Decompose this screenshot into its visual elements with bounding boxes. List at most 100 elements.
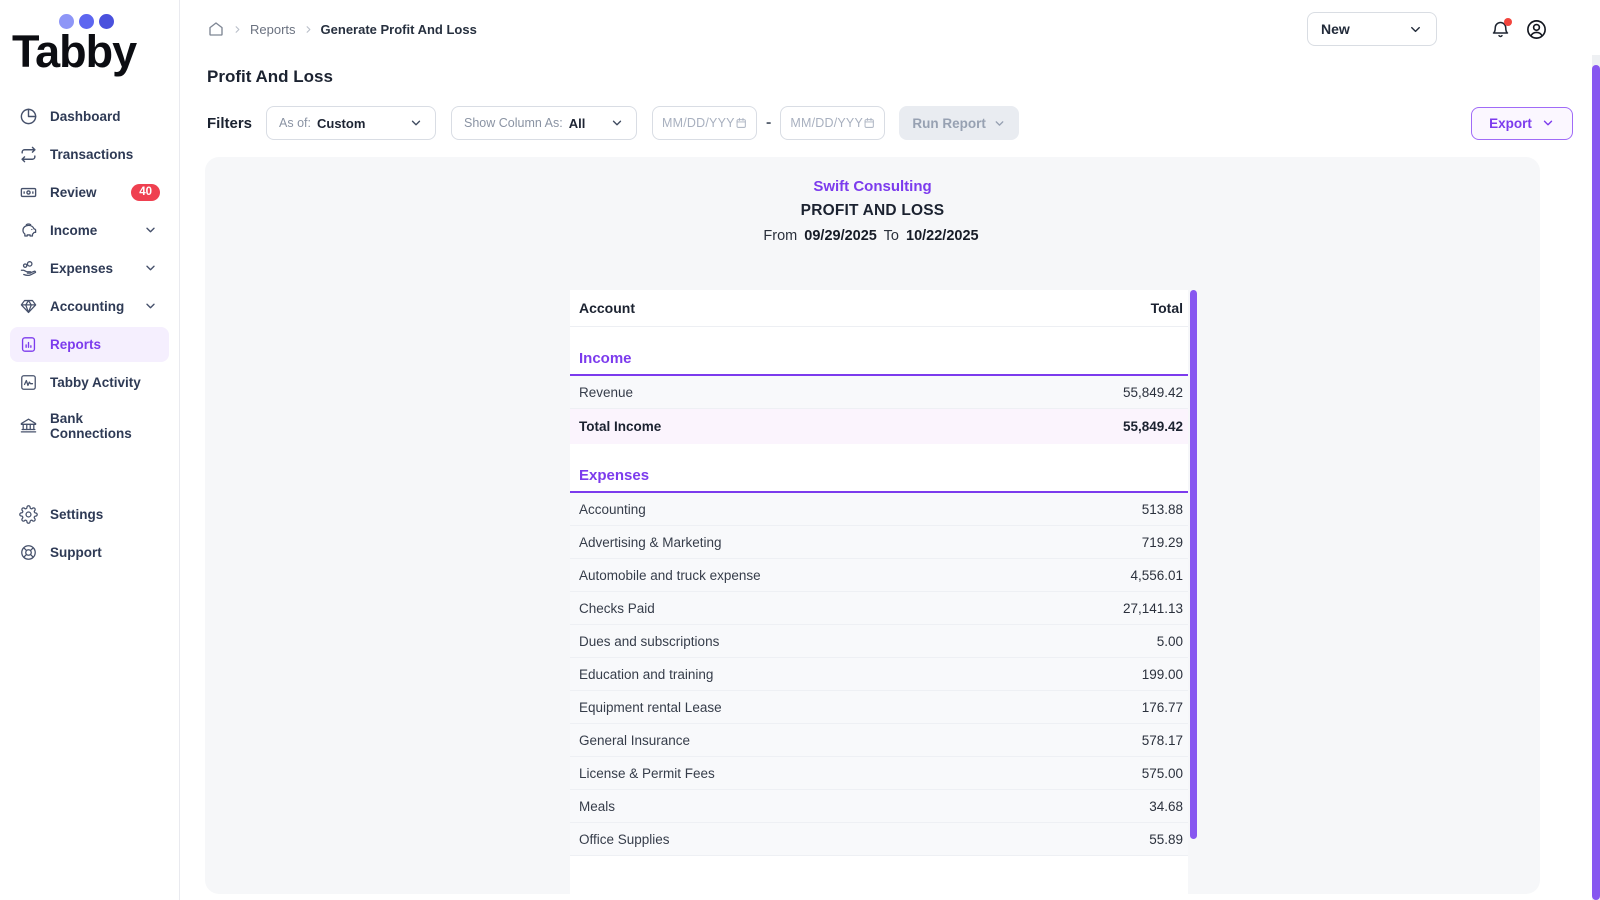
sidebar-item-label: Review: [50, 184, 97, 200]
sidebar-item-income[interactable]: Income: [10, 213, 169, 248]
user-avatar[interactable]: [1525, 18, 1548, 41]
sidebar-item-review[interactable]: Review 40: [10, 175, 169, 210]
life-buoy-icon: [21, 545, 36, 560]
account-cell: Advertising & Marketing: [579, 534, 722, 550]
calendar-icon: [864, 117, 874, 128]
as-of-value: Custom: [316, 115, 366, 131]
sidebar-item-transactions[interactable]: Transactions: [10, 137, 169, 172]
sidebar-nav: Dashboard Transactions Review 40 Income …: [0, 99, 179, 570]
total-cell: 5.00: [1156, 633, 1183, 649]
date-from-input[interactable]: MM/DD/YYY: [652, 106, 758, 140]
export-button[interactable]: Export: [1471, 106, 1573, 140]
table-row: Meals 34.68: [570, 790, 1188, 823]
income-section-title: Income: [570, 347, 1188, 376]
total-cell: 34.68: [1149, 798, 1183, 814]
sidebar-item-label: Settings: [50, 506, 104, 522]
as-of-select[interactable]: As of: Custom: [266, 106, 437, 140]
activity-chart-icon: [21, 375, 36, 390]
table-row: Dues and subscriptions 5.00: [570, 625, 1188, 658]
account-cell: Education and training: [579, 666, 714, 682]
total-income-value: 55,849.42: [1122, 419, 1183, 434]
sidebar-item-dashboard[interactable]: Dashboard: [10, 99, 169, 134]
sidebar-item-label: Dashboard: [50, 108, 121, 124]
account-cell: Revenue: [579, 384, 634, 400]
expenses-hand-coins-icon: [20, 260, 37, 276]
account-cell: Accounting: [579, 501, 646, 517]
report-table: Account Total Income Revenue 55,849.42 T…: [570, 290, 1188, 894]
table-header-row: Account Total: [570, 290, 1188, 327]
top-bar: Reports Generate Profit And Loss New: [180, 0, 1600, 58]
breadcrumb: Reports Generate Profit And Loss: [207, 20, 477, 38]
sidebar: Tabby Dashboard Transactions Review 40 I…: [0, 0, 180, 900]
sidebar-item-label: Support: [50, 544, 102, 560]
report-date-range: From 09/29/2025 To 10/22/2025: [205, 228, 1540, 244]
sidebar-item-bank-connections[interactable]: Bank Connections: [10, 403, 169, 449]
report-scrollbar-thumb[interactable]: [1190, 290, 1197, 839]
account-cell: Equipment rental Lease: [579, 699, 722, 715]
sidebar-item-reports[interactable]: Reports: [10, 326, 169, 362]
total-income-row: Total Income 55,849.42: [570, 409, 1188, 444]
calendar-icon: [736, 117, 746, 128]
total-cell: 55.89: [1149, 831, 1183, 847]
total-cell: 176.77: [1141, 699, 1183, 715]
brand-wordmark: Tabby: [12, 26, 137, 77]
table-row: Revenue 55,849.42: [570, 376, 1188, 409]
report-header: Swift Consulting PROFIT AND LOSS From 09…: [205, 157, 1540, 244]
total-cell: 575.00: [1141, 765, 1183, 781]
table-row: Office Supplies 55.89: [570, 823, 1188, 856]
section-spacer: [570, 327, 1188, 347]
breadcrumb-reports[interactable]: Reports: [250, 21, 296, 37]
sidebar-item-accounting[interactable]: Accounting: [10, 289, 169, 324]
sidebar-item-label: Transactions: [50, 146, 134, 162]
to-label: To: [883, 228, 899, 244]
filters-label: Filters: [207, 114, 253, 132]
sidebar-item-label: Accounting: [50, 298, 125, 314]
sidebar-item-support[interactable]: Support: [10, 535, 169, 570]
review-banknote-icon: [20, 187, 37, 198]
income-rows: Revenue 55,849.42: [570, 376, 1188, 409]
from-label: From: [763, 228, 798, 244]
income-piggy-bank-icon: [22, 223, 37, 237]
page-scrollbar-thumb[interactable]: [1592, 65, 1600, 900]
date-from-placeholder: MM/DD/YYY: [662, 116, 735, 130]
chevron-down-icon: [146, 227, 155, 233]
table-row: Checks Paid 27,141.13: [570, 592, 1188, 625]
show-column-as-value: All: [568, 115, 586, 131]
date-to-input[interactable]: MM/DD/YYY: [780, 106, 886, 140]
chevron-down-icon: [1543, 120, 1553, 126]
notification-dot: [1504, 17, 1512, 26]
table-row: General Insurance 578.17: [570, 724, 1188, 757]
sidebar-item-label: Income: [50, 222, 98, 238]
sidebar-item-label: Bank Connections: [50, 410, 132, 441]
sidebar-item-label: Reports: [50, 336, 102, 352]
account-cell: General Insurance: [579, 732, 691, 748]
sidebar-item-expenses[interactable]: Expenses: [10, 251, 169, 286]
account-cell: Checks Paid: [579, 600, 655, 616]
total-cell: 513.88: [1141, 501, 1183, 517]
home-icon[interactable]: [207, 20, 225, 38]
table-row: Equipment rental Lease 176.77: [570, 691, 1188, 724]
from-date: 09/29/2025: [804, 228, 877, 244]
run-report-button[interactable]: Run Report: [899, 106, 1019, 140]
main-content: Reports Generate Profit And Loss New Pro…: [180, 0, 1600, 900]
table-row: Education and training 199.00: [570, 658, 1188, 691]
date-to-placeholder: MM/DD/YYY: [790, 116, 863, 130]
sidebar-item-label: Expenses: [50, 260, 114, 276]
chevron-down-icon: [1411, 26, 1420, 32]
new-button[interactable]: New: [1307, 12, 1437, 46]
chevron-right-icon: [235, 25, 240, 33]
total-cell: 4,556.01: [1130, 567, 1183, 583]
account-cell: Automobile and truck expense: [579, 567, 761, 583]
show-column-as-select[interactable]: Show Column As: All: [451, 106, 638, 140]
total-income-label: Total Income: [579, 419, 662, 434]
page-title: Profit And Loss: [207, 67, 333, 86]
breadcrumb-current: Generate Profit And Loss: [320, 21, 477, 37]
total-cell: 55,849.42: [1122, 384, 1183, 400]
as-of-label: As of:: [279, 116, 311, 130]
notifications-bell-icon[interactable]: [1490, 17, 1512, 40]
account-cell: Office Supplies: [579, 831, 670, 847]
account-column-header: Account: [579, 300, 635, 316]
sidebar-item-settings[interactable]: Settings: [10, 497, 169, 532]
sidebar-item-tabby-activity[interactable]: Tabby Activity: [10, 365, 169, 400]
table-row: License & Permit Fees 575.00: [570, 757, 1188, 790]
